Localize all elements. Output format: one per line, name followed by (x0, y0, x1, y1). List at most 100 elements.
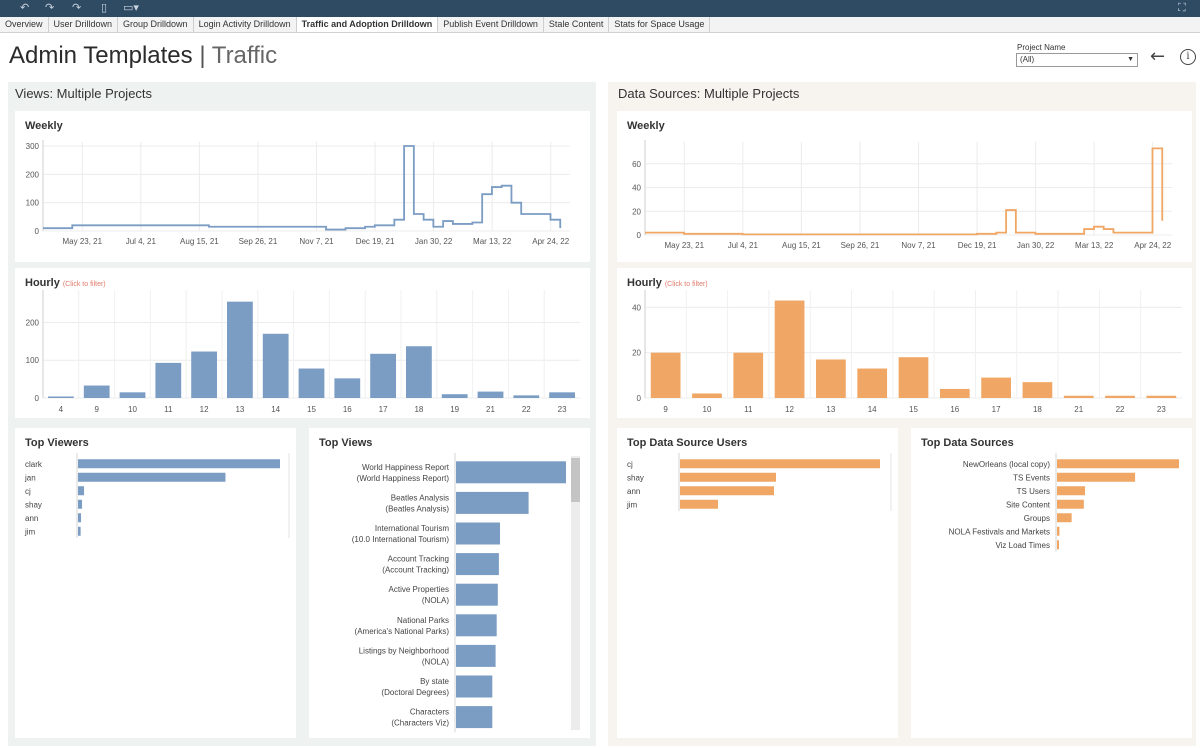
series-line[interactable] (645, 147, 1164, 236)
bar[interactable] (456, 491, 529, 514)
category-label: jim (24, 527, 36, 536)
info-icon[interactable]: i (1180, 49, 1196, 65)
tab-group-drilldown[interactable]: Group Drilldown (118, 17, 194, 32)
x-tick-label: Apr 24, 22 (532, 237, 569, 246)
bar[interactable] (1063, 395, 1094, 398)
bar[interactable] (898, 357, 929, 398)
back-arrow-icon[interactable]: ← (1150, 46, 1166, 67)
device-icon[interactable]: ▯ (101, 1, 108, 14)
bar[interactable] (549, 392, 575, 398)
bar[interactable] (456, 644, 496, 667)
x-tick-label: 21 (1074, 405, 1083, 414)
ds-weekly-title: Weekly (627, 120, 665, 132)
bar[interactable] (78, 513, 82, 523)
bar[interactable] (477, 391, 504, 398)
bar[interactable] (456, 461, 566, 484)
bar[interactable] (119, 392, 146, 398)
bar[interactable] (78, 499, 83, 509)
tab-overview[interactable]: Overview (0, 17, 49, 32)
views-hourly-card: Hourly (Click to filter) 0 100 200 4 9 10 11 12 1… (15, 268, 590, 418)
tab-stats-for-space-usage[interactable]: Stats for Space Usage (609, 17, 711, 32)
revert-icon[interactable]: ↷ (72, 1, 82, 14)
bar[interactable] (1146, 395, 1177, 398)
category-label: Characters (410, 708, 449, 717)
bar[interactable] (1057, 540, 1059, 550)
bar[interactable] (1105, 395, 1135, 398)
bar[interactable] (857, 368, 888, 398)
top-views-scroll-thumb[interactable] (571, 458, 580, 502)
fullscreen-icon[interactable]: ⛶ (1178, 1, 1186, 14)
bar[interactable] (456, 522, 500, 545)
x-tick-label: Aug 15, 21 (782, 241, 821, 250)
undo-icon[interactable]: ↶ (20, 1, 30, 14)
bar[interactable] (298, 368, 325, 398)
bar[interactable] (456, 553, 499, 576)
bar[interactable] (680, 499, 718, 509)
bar[interactable] (680, 486, 774, 496)
bar[interactable] (816, 359, 846, 398)
x-tick-label: 22 (1116, 405, 1125, 414)
bar[interactable] (78, 526, 81, 536)
bar[interactable] (680, 472, 776, 482)
bar[interactable] (456, 706, 493, 729)
bar[interactable] (334, 378, 361, 398)
ds-hourly-hint[interactable]: (Click to filter) (664, 281, 708, 288)
x-tick-label: 11 (744, 405, 753, 414)
tab-publish-event-drilldown[interactable]: Publish Event Drilldown (438, 17, 544, 32)
bar[interactable] (733, 352, 764, 398)
tab-traffic-and-adoption-drilldown[interactable]: Traffic and Adoption Drilldown (296, 17, 439, 32)
series-line[interactable] (43, 145, 562, 231)
x-tick-label: 17 (379, 405, 388, 414)
bar[interactable] (680, 459, 880, 469)
bar[interactable] (48, 396, 74, 399)
bar[interactable] (456, 614, 497, 637)
bar[interactable] (456, 583, 498, 606)
download-icon[interactable]: ▭▾ (123, 1, 139, 14)
project-filter-select[interactable]: (All) ▼ (1016, 53, 1138, 67)
bar[interactable] (370, 353, 396, 398)
top-views-scrollbar[interactable] (571, 456, 580, 730)
bar[interactable] (78, 486, 85, 496)
x-tick-label: Mar 13, 22 (1075, 241, 1114, 250)
bar[interactable] (83, 385, 110, 398)
bar[interactable] (939, 388, 970, 398)
bar[interactable] (1057, 472, 1136, 482)
category-label: (Beatles Analysis) (385, 504, 449, 513)
bar[interactable] (650, 352, 681, 398)
category-label: jan (24, 473, 36, 482)
category-label: (America's National Parks) (355, 627, 450, 636)
bar[interactable] (78, 459, 280, 469)
tab-login-activity-drilldown[interactable]: Login Activity Drilldown (193, 17, 297, 32)
x-tick-label: 22 (522, 405, 531, 414)
bar[interactable] (1057, 513, 1072, 523)
page-title-separator: | (199, 42, 206, 69)
views-hourly-hint[interactable]: (Click to filter) (62, 281, 106, 288)
bar[interactable] (262, 333, 289, 398)
y-tick-label: 200 (26, 318, 40, 327)
x-tick-label: 15 (909, 405, 918, 414)
x-tick-label: 10 (703, 405, 712, 414)
bar[interactable] (774, 300, 805, 398)
category-label: (Characters Viz) (391, 719, 449, 728)
category-label: shay (25, 500, 42, 509)
bar[interactable] (1057, 486, 1086, 496)
bar[interactable] (1057, 499, 1084, 509)
bar[interactable] (1057, 459, 1179, 469)
bar[interactable] (513, 395, 540, 398)
bar[interactable] (155, 362, 182, 398)
bar[interactable] (78, 472, 226, 482)
redo-icon[interactable]: ↷ (45, 1, 55, 14)
tab-user-drilldown[interactable]: User Drilldown (48, 17, 119, 32)
y-tick-label: 0 (35, 394, 40, 403)
bar[interactable] (1057, 526, 1060, 536)
bar[interactable] (191, 351, 217, 398)
bar[interactable] (406, 346, 432, 398)
bar[interactable] (692, 393, 722, 398)
bar[interactable] (456, 675, 493, 698)
bar[interactable] (227, 301, 253, 398)
bar[interactable] (1022, 382, 1053, 398)
tab-stale-content[interactable]: Stale Content (543, 17, 610, 32)
y-tick-label: 20 (632, 207, 641, 216)
bar[interactable] (981, 377, 1011, 398)
bar[interactable] (441, 394, 468, 398)
